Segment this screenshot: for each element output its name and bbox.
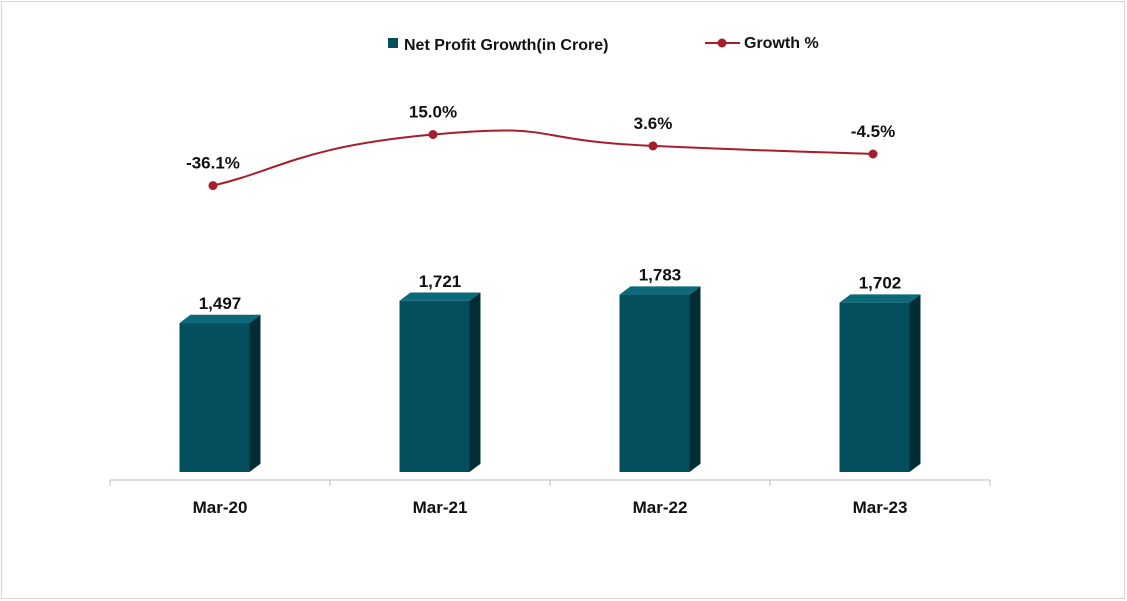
growth-point: [648, 141, 658, 151]
bar-mar-23: [839, 302, 910, 472]
growth-point: [868, 149, 878, 159]
bar-side: [469, 292, 481, 472]
legend-bar-swatch: [388, 38, 398, 48]
bar-value-label: 1,783: [639, 266, 682, 285]
growth-value-label: -4.5%: [851, 122, 895, 141]
bar-top: [839, 294, 921, 303]
growth-point: [428, 130, 438, 139]
legend-line-marker: [717, 38, 727, 48]
bar-top: [619, 286, 701, 295]
x-axis: Mar-20 Mar-21 Mar-22 Mar-23: [109, 479, 991, 517]
bar-mar-21: [399, 300, 470, 472]
growth-point: [208, 181, 218, 191]
growth-line-series: -36.1% 15.0% 3.6% -4.5%: [186, 103, 895, 191]
x-tick-label: Mar-22: [633, 498, 688, 517]
bar-mar-22: [619, 294, 690, 472]
bar-top: [399, 292, 481, 301]
bar-side: [909, 294, 921, 472]
legend-bar-label: Net Profit Growth(in Crore): [404, 37, 608, 54]
x-tick-label: Mar-23: [853, 498, 908, 517]
bar-side: [689, 286, 701, 472]
bar-side: [249, 314, 261, 472]
legend-line-label: Growth %: [744, 35, 819, 52]
bar-value-label: 1,702: [859, 274, 902, 293]
legend: Net Profit Growth(in Crore) Growth %: [388, 35, 819, 54]
x-tick-label: Mar-20: [193, 498, 248, 517]
growth-value-label: -36.1%: [186, 154, 240, 173]
bar-value-label: 1,497: [199, 294, 242, 313]
bar-mar-20: [179, 323, 250, 472]
growth-value-label: 3.6%: [634, 114, 673, 133]
bar-top: [179, 314, 261, 324]
x-tick-label: Mar-21: [413, 498, 468, 517]
bar-value-label: 1,721: [419, 272, 462, 291]
growth-value-label: 15.0%: [409, 103, 457, 122]
bar-series: 1,497 1,721 1,783 1,702: [179, 266, 921, 472]
growth-line: [212, 129, 874, 187]
